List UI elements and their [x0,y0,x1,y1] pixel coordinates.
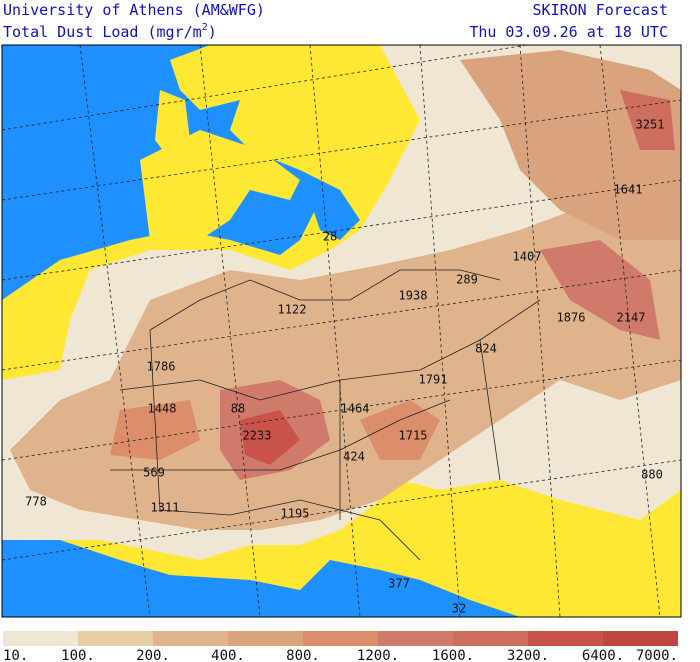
colorbar-label: 3200. [507,648,549,662]
map-value-label: 824 [475,342,497,356]
forecast-time: Thu 03.09.26 at 18 UTC [469,23,668,41]
map-value-label: 289 [456,273,478,287]
map-value-label: 2147 [617,311,646,325]
map-value-label: 1641 [614,183,643,197]
map-value-label: 1448 [148,402,177,416]
map-value-label: 28 [323,230,337,244]
colorbar-label: 6400. [582,648,624,662]
colorbar: 10. 100. 200. 400. 800. 1200. 1600. 3200. 6400. 7… [3,631,678,662]
map-value-label: 1938 [399,289,428,303]
forecast-label: SKIRON Forecast [533,1,668,19]
colorbar-swatch [303,631,378,646]
map-value-label: 1311 [151,501,180,515]
map-value-label: 1407 [513,250,542,264]
colorbar-label: 10. [3,648,28,662]
map-value-label: 1715 [399,429,428,443]
header-title: University of Athens (AM&WFG) [3,1,265,19]
colorbar-label: 7000. [636,648,678,662]
map: 3251 1641 28 1407 289 1938 1122 1876 2147 824 1786… [1,44,682,618]
map-value-label: 569 [143,466,165,480]
dust-field [240,410,300,465]
dust-field [360,400,440,460]
colorbar-swatch [228,631,303,646]
colorbar-label: 1600. [432,648,474,662]
map-value-label: 377 [388,577,410,591]
colorbar-swatch [453,631,528,646]
map-value-label: 1195 [281,507,310,521]
colorbar-label: 800. [286,648,320,662]
map-value-label: 424 [343,450,365,464]
colorbar-label: 400. [211,648,245,662]
colorbar-swatch [603,631,678,646]
dust-field [110,400,200,460]
colorbar-swatch [528,631,603,646]
map-value-label: 88 [231,402,245,416]
map-value-label: 1876 [557,311,586,325]
subtitle-part: Total Dust Load (mgr/m [3,23,202,41]
map-value-label: 1122 [278,303,307,317]
map-value-label: 3251 [636,118,665,132]
map-value-label: 778 [25,495,47,509]
map-value-label: 32 [452,602,466,616]
subtitle-part: ) [208,23,217,41]
sea [300,170,360,240]
dust-field [620,90,675,150]
colorbar-swatch [78,631,153,646]
dust-field [540,240,660,340]
map-value-label: 1786 [147,360,176,374]
colorbar-label: 100. [61,648,95,662]
subtitle-sup: 2 [202,22,208,33]
map-frame [1,44,682,618]
map-value-label: 1464 [341,402,370,416]
colorbar-label: 1200. [357,648,399,662]
colorbar-swatch [3,631,78,646]
colorbar-label: 200. [136,648,170,662]
borders [110,269,541,561]
land [140,130,300,240]
colorbar-swatch [378,631,453,646]
colorbar-swatch [153,631,228,646]
header-subtitle: Total Dust Load (mgr/m2) [3,22,217,41]
map-value-label: 880 [641,468,663,482]
land [155,90,190,160]
map-value-label: 1791 [419,373,448,387]
map-value-label: 2233 [243,429,272,443]
